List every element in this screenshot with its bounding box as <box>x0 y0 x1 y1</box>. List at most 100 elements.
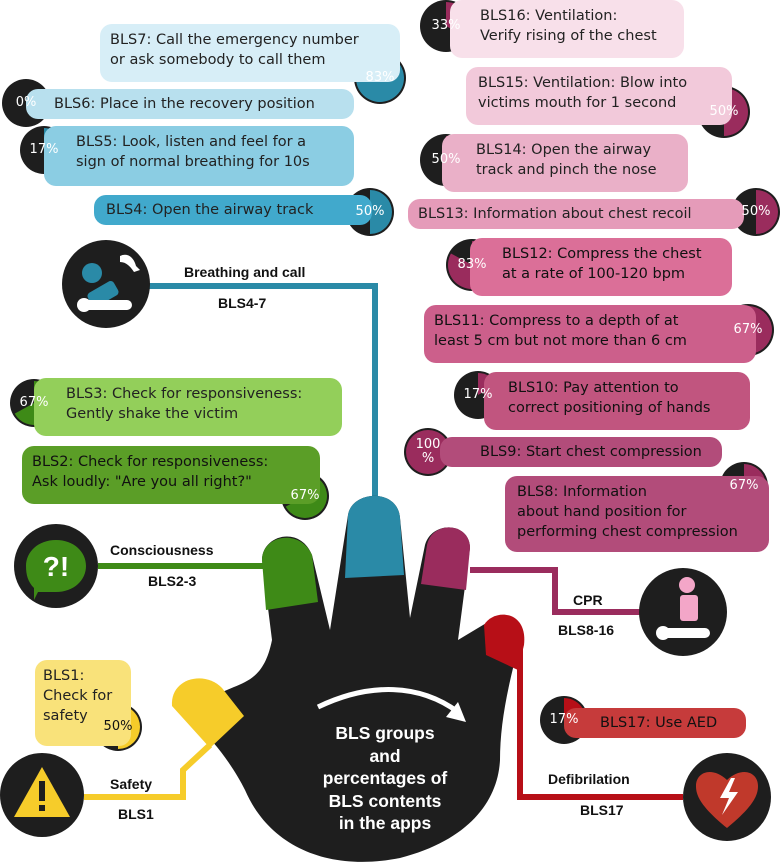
pie-label-bls13: 50% <box>741 204 771 219</box>
item-text: correct positioning of hands <box>508 400 711 416</box>
finger-thumb-tip <box>171 678 244 748</box>
item-text: track and pinch the nose <box>476 162 657 178</box>
item-text: BLS15: Ventilation: Blow into <box>478 75 688 91</box>
pie-bls13 <box>732 188 780 236</box>
item-box-bls14: BLS14: Open the airway track and pinch t… <box>442 134 688 192</box>
finger-middle-tip <box>345 495 404 578</box>
connector-cpr <box>470 567 640 615</box>
item-box-bls17: BLS17: Use AED <box>564 708 746 738</box>
item-text: BLS7: Call the emergency number <box>110 32 359 48</box>
item-text: Verify rising of the chest <box>480 28 657 44</box>
center-text-line: BLS contents <box>328 790 442 811</box>
cpr-person-icon <box>639 568 727 656</box>
item-box-bls3: BLS3: Check for responsiveness: Gently s… <box>34 378 342 436</box>
pie-label-line: 100 <box>415 437 441 452</box>
pie-label-bls1: 50% <box>103 719 133 734</box>
item-text: BLS10: Pay attention to <box>508 380 679 396</box>
hand-illustration <box>171 495 525 862</box>
item-text: BLS2: Check for responsiveness: <box>32 454 269 470</box>
center-text-line: percentages of <box>322 768 448 788</box>
item-box-bls8: BLS8: Information about hand position fo… <box>505 476 769 552</box>
item-box-bls4: BLS4: Open the airway track <box>94 195 372 225</box>
group-code-consciousness: BLS2-3 <box>148 573 197 589</box>
pie-label-bls15: 50% <box>709 104 739 119</box>
item-box-bls7: BLS7: Call the emergency number or ask s… <box>100 24 400 82</box>
item-text: BLS6: Place in the recovery position <box>54 96 315 112</box>
item-box-bls1: BLS1: Check for safety <box>35 660 131 746</box>
pie-label-bls17: 17% <box>549 712 579 727</box>
item-text: BLS9: Start chest compression <box>480 444 702 460</box>
pie-label-bls16: 33% <box>431 18 461 33</box>
finger-ring-tip <box>421 527 470 590</box>
item-text: Gently shake the victim <box>66 406 239 422</box>
pie-label-bls2: 67% <box>290 488 320 503</box>
item-text: performing chest compression <box>517 524 738 540</box>
item-box-bls16: BLS16: Ventilation: Verify rising of the… <box>450 0 684 58</box>
center-text-line: BLS groups <box>335 723 435 743</box>
item-box-bls9: BLS9: Start chest compression <box>440 437 722 467</box>
pie-label-bls9: 100% <box>404 438 452 466</box>
item-text: Ask loudly: "Are you all right?" <box>32 474 252 490</box>
item-text: BLS14: Open the airway <box>476 142 652 158</box>
group-code-cpr: BLS8-16 <box>558 622 615 638</box>
item-text: about hand position for <box>517 504 687 520</box>
item-box-bls10: BLS10: Pay attention to correct position… <box>484 372 750 430</box>
question-exclamation-speech-icon: ?! <box>14 524 98 608</box>
item-box-bls5: BLS5: Look, listen and feel for a sign o… <box>44 126 354 186</box>
item-text: at a rate of 100-120 bpm <box>502 266 686 282</box>
pie-label-bls10: 17% <box>463 387 493 402</box>
pie-label-bls14: 50% <box>431 152 461 167</box>
pie-slice <box>406 430 450 474</box>
item-text: BLS13: Information about chest recoil <box>418 206 692 222</box>
group-title-breathing: Breathing and call <box>184 264 306 280</box>
pie-label-bls12: 83% <box>457 257 487 272</box>
center-text-line: and <box>369 745 401 766</box>
group-title-consciousness: Consciousness <box>110 542 214 558</box>
finger-index-tip <box>262 537 318 610</box>
group-code-defib: BLS17 <box>580 802 624 818</box>
item-text: BLS17: Use AED <box>600 715 718 731</box>
pie-slice <box>756 190 778 234</box>
connector-breathing <box>148 283 378 500</box>
pie-bls9 <box>404 428 452 476</box>
item-text: BLS8: Information <box>517 484 647 500</box>
palm-arrow <box>316 687 460 715</box>
item-box-bls6: BLS6: Place in the recovery position <box>26 89 354 119</box>
item-text: BLS4: Open the airway track <box>106 202 314 218</box>
pie-label-bls11: 67% <box>733 322 763 337</box>
item-box-bls12: BLS12: Compress the chest at a rate of 1… <box>470 238 732 296</box>
item-text: safety <box>43 708 88 724</box>
item-text: BLS3: Check for responsiveness: <box>66 386 303 402</box>
pie-label-bls8: 67% <box>729 478 759 493</box>
group-icons: ?! <box>0 240 771 841</box>
group-title-safety: Safety <box>110 776 153 792</box>
item-box-bls11: BLS11: Compress to a depth of at least 5… <box>424 305 756 363</box>
item-text: sign of normal breathing for 10s <box>76 154 310 170</box>
item-text: BLS1: <box>43 668 85 684</box>
heart-defibrillator-icon <box>683 753 771 841</box>
pie-label-bls6: 0% <box>15 95 37 110</box>
item-text: BLS11: Compress to a depth of at <box>434 313 679 329</box>
item-text: victims mouth for 1 second <box>478 95 677 111</box>
item-text: Check for <box>43 688 113 704</box>
pie-label-bls4: 50% <box>355 204 385 219</box>
center-text-line: in the apps <box>338 813 432 833</box>
group-title-defib: Defibrilation <box>548 771 630 787</box>
group-code-safety: BLS1 <box>118 806 154 822</box>
pie-label-bls5: 17% <box>29 142 59 157</box>
item-box-bls13: BLS13: Information about chest recoil <box>408 199 744 229</box>
warning-triangle-icon <box>0 753 84 837</box>
finger-little-tip <box>484 614 525 670</box>
connector-safety <box>84 742 213 800</box>
item-text: BLS5: Look, listen and feel for a <box>76 134 307 150</box>
pie-label-bls7: 83% <box>365 70 395 85</box>
item-box-bls15: BLS15: Ventilation: Blow into victims mo… <box>466 67 732 125</box>
item-text: BLS12: Compress the chest <box>502 246 702 262</box>
item-text: least 5 cm but not more than 6 cm <box>434 333 687 349</box>
pie-label-line: % <box>421 451 435 466</box>
item-text: or ask somebody to call them <box>110 52 326 68</box>
item-box-bls2: BLS2: Check for responsiveness: Ask loud… <box>22 446 320 504</box>
group-code-breathing: BLS4-7 <box>218 295 267 311</box>
person-phone-call-icon <box>62 240 150 328</box>
center-text: BLS groups and percentages of BLS conten… <box>300 722 470 835</box>
